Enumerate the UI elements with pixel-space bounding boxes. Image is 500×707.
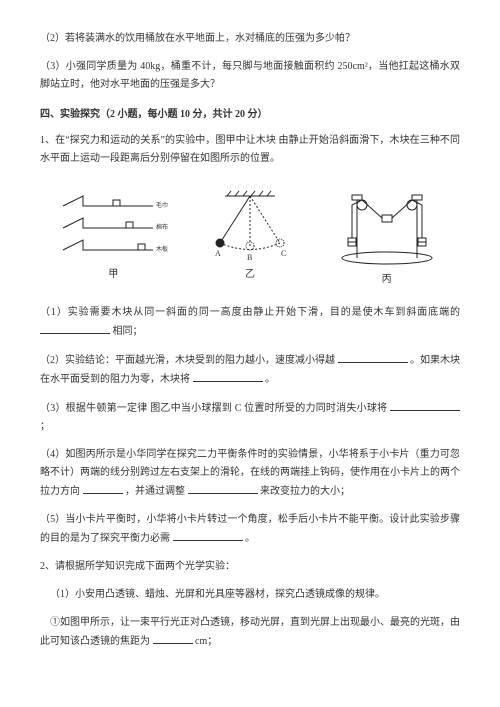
blank[interactable] bbox=[40, 322, 110, 334]
s4-q1-1-text-b: 相同； bbox=[113, 326, 143, 337]
label-towel: 毛巾表面 bbox=[156, 201, 168, 209]
s4-q1-3-text-b: ； bbox=[40, 421, 50, 432]
blank[interactable] bbox=[188, 482, 258, 494]
s4-q1-4-text-b: ，并通过调整 bbox=[125, 486, 185, 497]
figure-bing: 丙 bbox=[332, 183, 442, 289]
s4-q1-4-text-c: 来改变拉力的大小； bbox=[260, 486, 350, 497]
ramp-diagram-icon: 毛巾表面 棉布表面 木板表面 bbox=[58, 188, 168, 263]
s4-q1-3: （3）根据牛顿第一定律 图乙中当小球摆到 C 位置时所受的力同时消失小球将 ； bbox=[40, 399, 460, 436]
s4-q1-2-text-c: 。 bbox=[265, 374, 275, 385]
s4-q2-1-sub-b: cm； bbox=[195, 636, 217, 647]
label-C: C bbox=[281, 249, 286, 258]
s4-q1-1: （1）实验需要木块从同一斜面的同一高度由静止开始下滑，目的是使木车到斜面底端的 … bbox=[40, 304, 460, 341]
s4-q2-1-sub-a: ①如图甲所示，让一束平行光正对凸透镜，移动光屏，直到光屏上出现最小、最亮的光斑，… bbox=[40, 617, 460, 647]
label-board: 木板表面 bbox=[156, 245, 168, 253]
label-B: B bbox=[247, 253, 252, 262]
s4-q1-3-text-a: （3）根据牛顿第一定律 图乙中当小球摆到 C 位置时所受的力同时消失小球将 bbox=[40, 403, 387, 414]
label-cloth: 棉布表面 bbox=[156, 223, 168, 231]
blank[interactable] bbox=[83, 482, 123, 494]
s4-q2-1: （1）小安用凸透镜、蜡烛、光屏和光具座等器材，探究凸透镜成像的规律。 bbox=[40, 586, 460, 604]
pendulum-diagram-icon: A B C bbox=[205, 188, 295, 263]
blank[interactable] bbox=[338, 351, 408, 363]
s4-q1-5: （5）当小卡片平衡时，小华将小卡片转过一个角度，松手后小卡片不能平衡。设计此实验… bbox=[40, 511, 460, 548]
s4-q1-5-text-b: 。 bbox=[245, 533, 255, 544]
figure-jia-label: 甲 bbox=[108, 266, 118, 284]
question-3: （3）小强同学质量为 40kg，桶重不计，每只脚与地面接触面积约 250cm²，… bbox=[40, 58, 460, 94]
s4-q1-4: （4）如图丙所示是小华同学在探究二力平衡条件时的实验情景，小华将系于小卡片（重力… bbox=[40, 446, 460, 501]
blank[interactable] bbox=[173, 529, 243, 541]
s4-q2-1-sub: ①如图甲所示，让一束平行光正对凸透镜，移动光屏，直到光屏上出现最小、最亮的光斑，… bbox=[40, 614, 460, 651]
figure-yi-label: 乙 bbox=[245, 266, 255, 284]
figure-yi: A B C 乙 bbox=[205, 188, 295, 284]
section-4-title: 四、实验探究（2 小题，每小题 10 分，共计 20 分） bbox=[40, 106, 460, 124]
figures-row: 毛巾表面 棉布表面 木板表面 甲 bbox=[40, 183, 460, 289]
blank[interactable] bbox=[390, 399, 460, 411]
label-A: A bbox=[215, 249, 221, 258]
pulley-apparatus-icon bbox=[332, 183, 442, 268]
blank[interactable] bbox=[153, 632, 193, 644]
s4-q1-2-text-a: （2）实验结论：平面越光滑，木块受到的阻力越小，速度减小得越 bbox=[40, 355, 335, 366]
figure-jia: 毛巾表面 棉布表面 木板表面 甲 bbox=[58, 188, 168, 284]
s4-q1-1-text-a: （1）实验需要木块从同一斜面的同一高度由静止开始下滑，目的是使木车到斜面底端的 bbox=[40, 307, 460, 318]
blank[interactable] bbox=[193, 370, 263, 382]
question-2: （2）若将装满水的饮用桶放在水平地面上，水对桶底的压强为多少帕？ bbox=[40, 30, 460, 48]
figure-bing-label: 丙 bbox=[382, 271, 392, 289]
s4-q1-intro: 1、在“探究力和运动的关系”的实验中，图甲中让木块 由静止开始沿斜面滑下，木块在… bbox=[40, 132, 460, 168]
s4-q1-2: （2）实验结论：平面越光滑，木块受到的阻力越小，速度减小得越 。如果木块在水平面… bbox=[40, 351, 460, 389]
s4-q2-intro: 2、请根据所学知识完成下面两个光学实验： bbox=[40, 558, 460, 576]
